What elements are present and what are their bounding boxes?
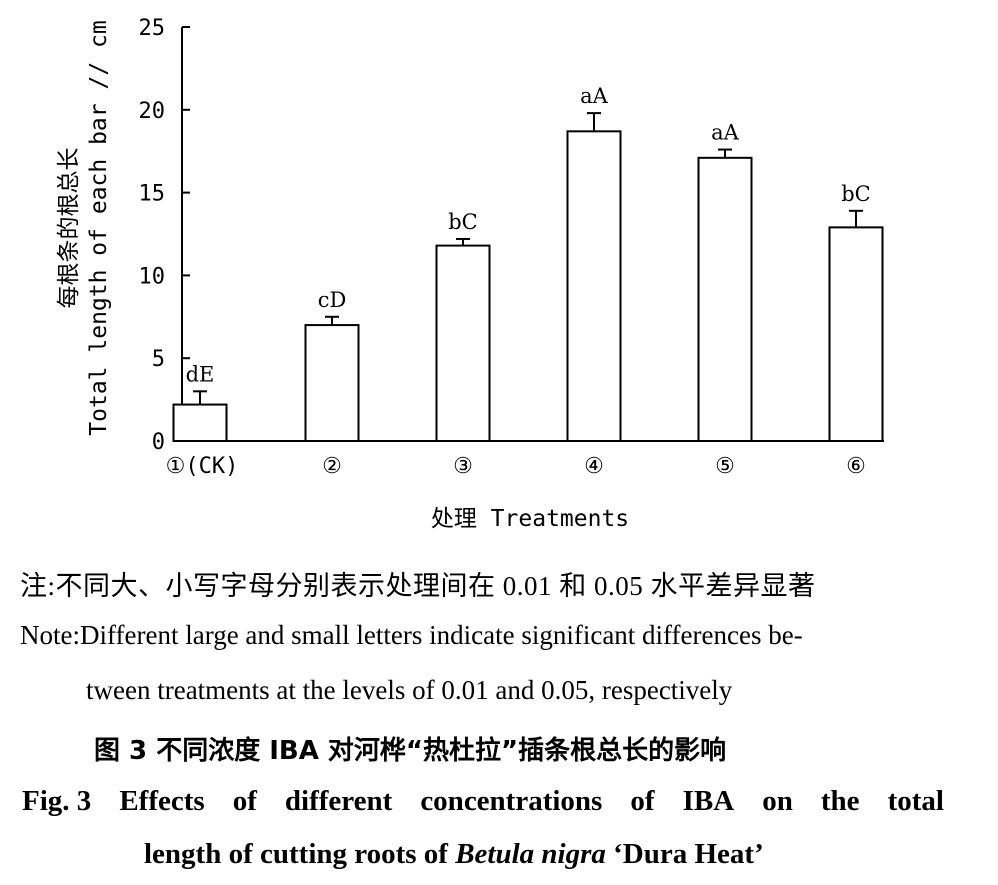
note-english-line-2: tween treatments at the levels of 0.01 a… [86, 675, 733, 705]
y-tick-label: 15 [139, 182, 166, 207]
category-label: ⑤ [715, 454, 735, 479]
figure-caption-english-line-1: Fig. 3 Effects of different concentratio… [22, 785, 944, 818]
bar-chart: 0 5 10 15 20 25 dE ①(CK) cD ② bC ③ aA ④ aA ⑤ bC ⑥ 每根条的根总… [56, 16, 884, 532]
caption-word: Effects [119, 785, 205, 817]
bar [828, 226, 884, 442]
y-axis-label-en: Total length of each bar // cm [86, 20, 112, 435]
caption-word: different [284, 785, 393, 817]
caption-word: Fig. 3 [22, 785, 92, 817]
category-label: ①(CK) [166, 454, 239, 479]
y-tick-label: 10 [139, 264, 166, 289]
caption-word: IBA [682, 785, 735, 817]
caption-word: the [820, 785, 860, 817]
caption-word: on [762, 785, 793, 817]
note-chinese: 注:不同大、小写字母分别表示处理间在 0.01 和 0.05 水平差异显著 [20, 571, 816, 601]
significance-label: aA [580, 84, 609, 108]
significance-label: cD [318, 288, 347, 312]
bar [566, 130, 622, 442]
figure-caption-english-line-2: length of cutting roots of Betula nigra … [144, 838, 764, 871]
bar [435, 244, 491, 442]
caption-word: of [630, 785, 655, 817]
species-name: Betula nigra [455, 838, 606, 870]
y-tick-label: 25 [139, 16, 166, 41]
category-label: ④ [584, 454, 604, 479]
chart-bars [172, 112, 884, 442]
significance-label: bC [841, 182, 871, 206]
chart-labels: dE ①(CK) cD ② bC ③ aA ④ aA ⑤ bC ⑥ [166, 84, 871, 479]
bar [172, 403, 228, 442]
category-label: ③ [453, 454, 473, 479]
figure-caption-chinese: 图 3 不同浓度 IBA 对河桦“热杜拉”插条根总长的影响 [94, 736, 727, 766]
chart-axes: 0 5 10 15 20 25 [139, 16, 884, 455]
caption-word: of [232, 785, 257, 817]
y-tick-label: 0 [152, 430, 165, 455]
note-english-line-1: Note:Different large and small letters i… [20, 620, 803, 651]
y-tick-label: 20 [139, 99, 166, 124]
note-prefix: Note: [20, 620, 80, 650]
significance-label: dE [186, 362, 215, 386]
category-label: ⑥ [846, 454, 866, 479]
note-text-1: Different large and small letters indica… [80, 620, 803, 650]
y-axis-label-cn: 每根条的根总长 [56, 148, 82, 309]
cultivar-name: ‘Dura Heat’ [605, 838, 764, 870]
significance-label: aA [711, 121, 740, 145]
caption-text: length of cutting roots of [144, 838, 456, 870]
y-tick-label: 5 [152, 347, 165, 372]
bar [304, 324, 360, 442]
x-axis-label: 处理 Treatments [431, 506, 629, 532]
caption-word: concentrations [420, 785, 603, 817]
category-label: ② [322, 454, 342, 479]
significance-label: bC [448, 210, 478, 234]
bar [697, 156, 753, 442]
caption-word: total [887, 785, 944, 817]
